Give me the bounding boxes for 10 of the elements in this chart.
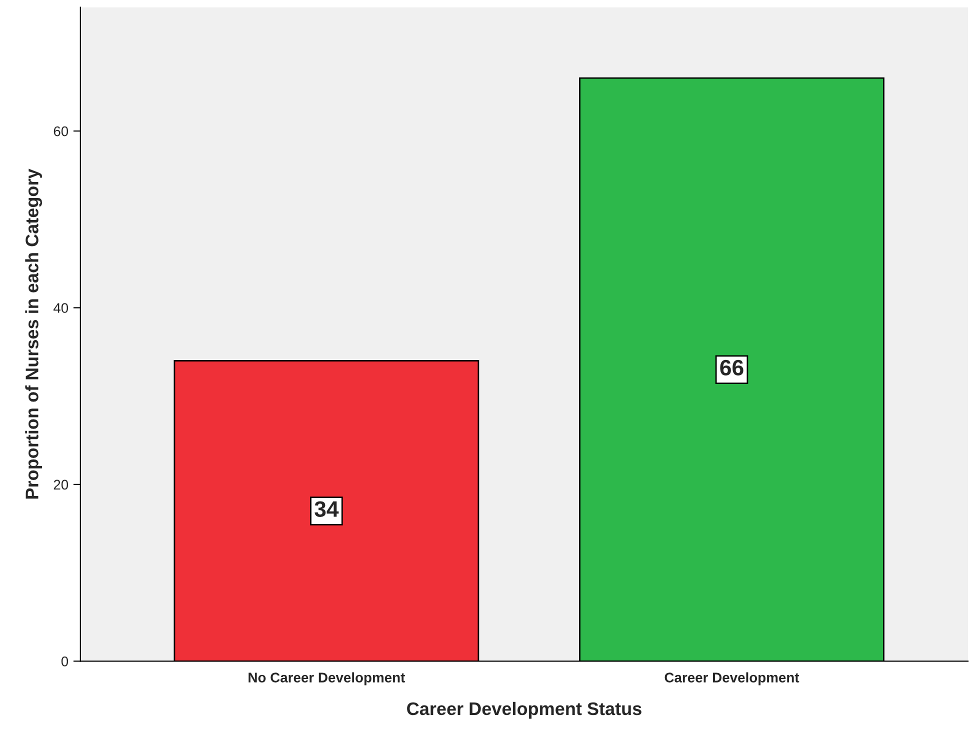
y-tick-label: 40 bbox=[53, 303, 68, 313]
y-tick-label: 20 bbox=[54, 480, 68, 490]
x-tick-label: Career Development bbox=[664, 672, 800, 686]
x-axis-title: Career Development Status bbox=[407, 702, 642, 719]
data-label: 34 bbox=[314, 501, 339, 517]
y-tick-label: 0 bbox=[61, 656, 68, 666]
y-tick-label: 60 bbox=[54, 126, 68, 136]
y-axis-title: Proportion of Nurses in each Category bbox=[25, 168, 42, 499]
data-label: 66 bbox=[720, 360, 744, 376]
x-tick-label: No Career Development bbox=[248, 672, 406, 686]
